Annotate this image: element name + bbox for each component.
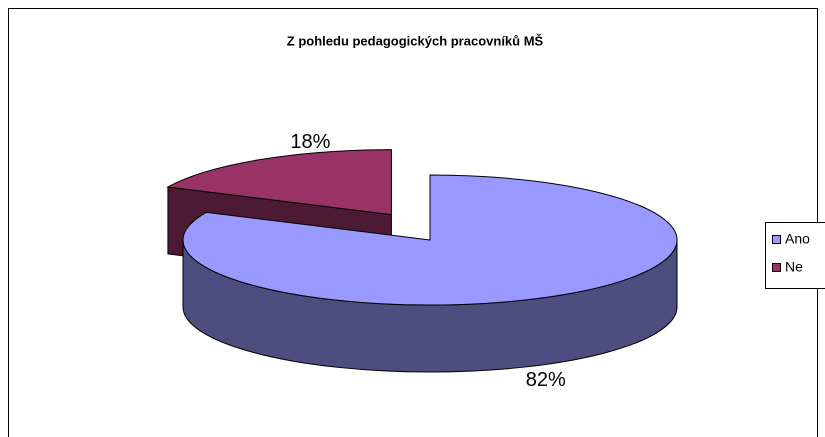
chart-title: Z pohledu pedagogických pracovníků MŠ xyxy=(287,33,544,48)
slice xyxy=(166,149,392,216)
legend-swatch xyxy=(772,235,781,244)
legend-items: Ano Ne xyxy=(772,231,810,275)
pie: 18% 82% xyxy=(166,131,678,391)
value-label: 18% xyxy=(290,131,330,153)
legend xyxy=(765,222,825,289)
value-label: 82% xyxy=(526,369,566,391)
slice xyxy=(182,174,678,306)
legend-swatch xyxy=(772,263,781,272)
legend-label: Ano xyxy=(785,231,810,247)
legend-label: Ne xyxy=(785,259,803,275)
chart-frame xyxy=(8,8,818,437)
